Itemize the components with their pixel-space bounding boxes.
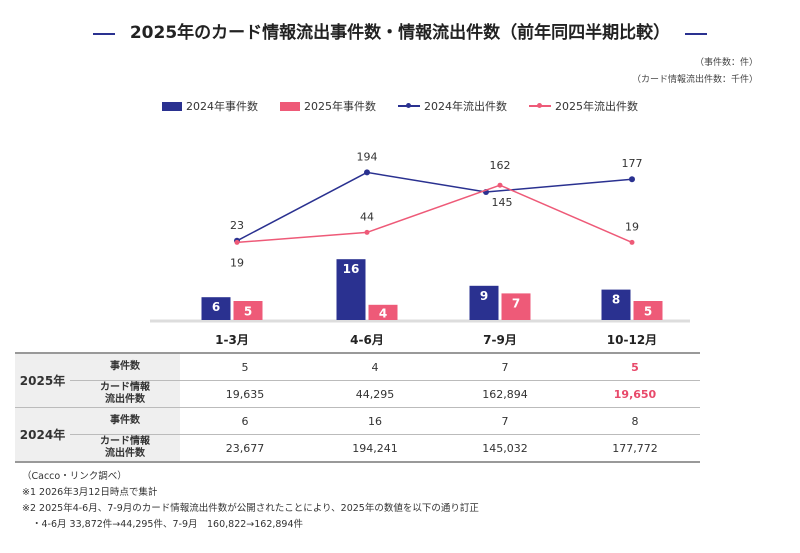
year-label: 2025年 xyxy=(15,352,70,408)
bar-2024 xyxy=(469,285,499,320)
legend-label: 2025年流出件数 xyxy=(555,100,638,113)
data-table: 2025年 事件数 5 4 7 5 カード情報 流出件数 19,635 44,29… xyxy=(15,352,700,463)
title-decoration-left xyxy=(92,32,115,35)
row-label: 事件数 xyxy=(70,352,180,381)
line-data-label: 19 xyxy=(230,256,244,269)
row-label-line: カード情報 xyxy=(100,436,150,447)
line-point-2024 xyxy=(364,169,370,176)
line-point-2025 xyxy=(629,239,635,245)
source-note: （Cacco・リンク調べ） xyxy=(22,471,127,482)
table-cell: 4 xyxy=(310,352,440,381)
legend-item-2024-leaks: 2024年流出件数 xyxy=(398,98,507,114)
table-cell-highlight: 19,650 xyxy=(570,380,700,408)
legend-swatch xyxy=(280,101,300,111)
table-cell: 162,894 xyxy=(440,380,570,408)
table-cell: 7 xyxy=(440,352,570,381)
table-cell: 16 xyxy=(310,407,440,435)
table-cell: 194,241 xyxy=(310,434,440,463)
line-data-label: 162 xyxy=(490,159,511,172)
row-label-line: カード情報 xyxy=(100,382,150,393)
legend-line-marker xyxy=(529,101,551,111)
line-data-label: 194 xyxy=(357,150,378,163)
table-row: 2024年 事件数 6 16 7 8 xyxy=(15,407,700,463)
table-cell: 44,295 xyxy=(310,380,440,408)
table-cell: 6 xyxy=(180,407,310,435)
table-cell: 19,635 xyxy=(180,380,310,408)
bar-data-label: 9 xyxy=(480,289,488,303)
line-2024 xyxy=(236,171,633,242)
row-label: 事件数 xyxy=(70,407,180,435)
x-tick-label: 10-12月 xyxy=(606,333,658,347)
bar-2025 xyxy=(633,301,663,320)
table-cell: 7 xyxy=(440,407,570,435)
bar-2025 xyxy=(368,304,398,320)
legend-label: 2025年事件数 xyxy=(304,100,376,113)
unit-leaks: （カード情報流出件数：千件） xyxy=(631,75,758,85)
footnote-1: ※1 2026年3月12日時点で集計 xyxy=(22,487,158,498)
bar-data-label: 7 xyxy=(512,296,520,310)
table-row: カード情報 流出件数 19,635 44,295 162,894 19,650 xyxy=(15,380,700,408)
bar-2024 xyxy=(601,289,631,320)
legend: 2024年事件数 2025年事件数 2024年流出件数 2025年流出件数 xyxy=(0,98,800,114)
bar-2024 xyxy=(336,259,366,320)
x-tick-label: 7-9月 xyxy=(483,333,517,347)
table-cell: 23,677 xyxy=(180,434,310,463)
legend-item-2024-incidents: 2024年事件数 xyxy=(162,98,258,114)
line-point-2025 xyxy=(364,229,370,235)
line-data-label: 23 xyxy=(230,219,244,232)
row-label-line: 流出件数 xyxy=(105,394,145,405)
legend-label: 2024年事件数 xyxy=(186,100,258,113)
bar-2025 xyxy=(233,301,263,320)
legend-item-2025-leaks: 2025年流出件数 xyxy=(529,98,638,114)
legend-swatch xyxy=(162,101,182,111)
footnote-2: ※2 2025年4-6月、7-9月のカード情報流出件数が公開されたことにより、2… xyxy=(22,503,479,514)
bar-data-label: 6 xyxy=(212,300,220,314)
bar-data-label: 4 xyxy=(379,306,387,320)
title-decoration-right xyxy=(685,32,708,35)
table-cell: 5 xyxy=(180,352,310,381)
line-2025 xyxy=(236,184,633,244)
row-label-line: 流出件数 xyxy=(105,448,145,459)
line-data-label: 177 xyxy=(622,157,643,170)
line-point-2024 xyxy=(629,176,635,183)
x-tick-label: 1-3月 xyxy=(215,333,249,347)
line-point-2025 xyxy=(234,239,240,245)
table-row: 2025年 事件数 5 4 7 5 xyxy=(15,352,700,408)
table-cell: 177,772 xyxy=(570,434,700,463)
bar-data-label: 5 xyxy=(644,305,652,319)
year-label: 2024年 xyxy=(15,407,70,463)
line-data-label: 44 xyxy=(360,210,374,223)
line-data-label: 145 xyxy=(492,196,513,209)
line-data-label: 19 xyxy=(625,220,639,233)
footnotes: （Cacco・リンク調べ） ※1 2026年3月12日時点で集計 ※2 2025… xyxy=(22,469,479,533)
bar-data-label: 5 xyxy=(244,305,252,319)
legend-label: 2024年流出件数 xyxy=(424,100,507,113)
x-tick-label: 4-6月 xyxy=(350,333,384,347)
chart-title-wrap: 2025年のカード情報流出事件数・情報流出件数（前年同四半期比較） xyxy=(0,18,800,43)
bar-data-label: 16 xyxy=(343,262,360,276)
bar-2025 xyxy=(501,293,531,320)
bar-2024 xyxy=(201,297,231,320)
legend-line-marker xyxy=(398,101,420,111)
legend-item-2025-incidents: 2025年事件数 xyxy=(280,98,376,114)
table-cell-highlight: 5 xyxy=(570,352,700,381)
line-point-2025 xyxy=(497,182,503,188)
table-cell: 145,032 xyxy=(440,434,570,463)
chart-plot: 6 16 9 8 5 4 7 5 23 194 145 177 19 44 162 19 xyxy=(150,150,690,323)
row-label: カード情報 流出件数 xyxy=(70,434,180,463)
row-label: カード情報 流出件数 xyxy=(70,380,180,408)
bar-data-label: 8 xyxy=(612,293,620,307)
table-row: カード情報 流出件数 23,677 194,241 145,032 177,772 xyxy=(15,434,700,463)
footnote-2-detail: ・4-6月 33,872件→44,295件、7-9月 160,822→162,8… xyxy=(32,519,304,530)
chart-title: 2025年のカード情報流出事件数・情報流出件数（前年同四半期比較） xyxy=(129,23,671,43)
table-cell: 8 xyxy=(570,407,700,435)
unit-incidents: （事件数：件） xyxy=(694,58,758,68)
